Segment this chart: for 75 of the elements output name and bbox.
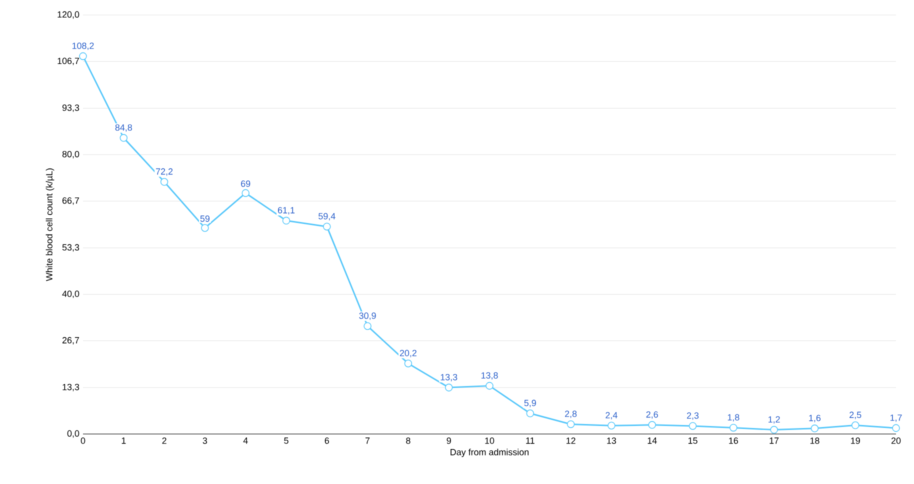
x-tick-label: 18 (810, 438, 820, 444)
y-tick-label: 40,0 (62, 290, 80, 298)
y-tick-label: 66,7 (62, 197, 80, 205)
x-tick-label: 9 (446, 438, 451, 444)
x-tick-label: 14 (648, 438, 657, 444)
y-axis-title: White blood cell count (k/µL) (46, 168, 54, 282)
data-label: 1,8 (728, 414, 740, 422)
y-tick-label: 13,3 (62, 384, 80, 392)
data-label: 84,8 (115, 124, 132, 132)
point (730, 424, 738, 432)
y-tick-label: 80,0 (62, 150, 80, 158)
x-tick-label: 15 (688, 438, 698, 444)
point (526, 410, 534, 418)
y-tick-label: 0,0 (67, 430, 80, 438)
x-tick-label: 10 (485, 438, 494, 444)
x-tick-label: 19 (851, 438, 860, 444)
point (566, 420, 575, 428)
point (608, 422, 616, 430)
point (282, 216, 290, 225)
point (79, 52, 87, 60)
x-axis-title: Day from admission (450, 448, 529, 458)
x-tick-label: 8 (406, 438, 410, 444)
data-label: 59 (200, 215, 210, 222)
x-tick-label: 7 (366, 438, 370, 444)
data-label: 2,3 (686, 412, 699, 420)
data-label: 20,2 (400, 350, 416, 358)
point (892, 424, 900, 432)
point (364, 322, 372, 330)
data-label: 2,5 (850, 412, 862, 420)
x-tick-label: 2 (162, 438, 166, 444)
x-tick-label: 20 (891, 438, 901, 444)
x-tick-label: 3 (202, 438, 208, 444)
data-label: 1,6 (809, 414, 821, 422)
data-label: 108,2 (72, 42, 94, 50)
data-label: 1,2 (768, 416, 780, 424)
data-label: 2,8 (565, 410, 577, 418)
point (648, 421, 656, 429)
data-label: 13,3 (440, 374, 458, 382)
y-tick-label: 53,3 (62, 244, 80, 252)
point (444, 384, 453, 392)
x-tick-label: 11 (526, 438, 534, 444)
data-label: 1,7 (890, 414, 902, 422)
point (486, 382, 494, 390)
data-label: 5,9 (524, 400, 536, 408)
x-tick-label: 1 (122, 438, 126, 444)
data-label: 59,4 (318, 213, 336, 220)
data-label: 13,8 (481, 372, 498, 380)
x-tick-label: 13 (607, 438, 616, 444)
x-tick-label: 12 (566, 438, 576, 444)
x-tick-label: 6 (324, 438, 330, 444)
point (201, 224, 209, 232)
x-tick-label: 0 (80, 438, 86, 444)
y-tick-label: 106,7 (58, 58, 80, 66)
y-tick-label: 120,0 (58, 11, 80, 19)
point (323, 222, 331, 230)
point (404, 360, 412, 368)
data-label: 69 (241, 180, 250, 187)
x-tick-label: 5 (284, 438, 288, 444)
x-tick-label: 16 (729, 438, 738, 444)
point (851, 421, 860, 430)
data-label: 30,9 (359, 312, 376, 320)
y-tick-label: 93,3 (62, 104, 80, 112)
point (242, 189, 250, 197)
data-label: 72,2 (156, 168, 173, 176)
point (770, 426, 778, 434)
point (810, 424, 819, 432)
point (120, 134, 128, 142)
point (688, 422, 697, 430)
y-tick-label: 26,7 (62, 337, 80, 344)
data-label: 2,6 (646, 411, 658, 419)
x-tick-label: 17 (770, 438, 779, 444)
point (160, 178, 168, 186)
data-label: 2,4 (606, 412, 618, 420)
x-tick-label: 4 (243, 438, 248, 444)
data-label: 61,1 (278, 207, 295, 214)
